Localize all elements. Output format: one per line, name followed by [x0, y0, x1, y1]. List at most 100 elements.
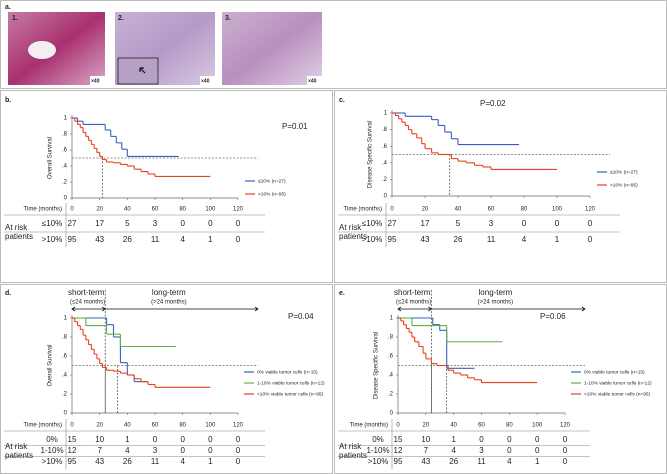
risk-count: 0 [563, 457, 568, 466]
x-tick-label: 100 [205, 207, 216, 213]
x-tick-label: 60 [152, 207, 159, 213]
y-tick-label: .2 [382, 177, 388, 183]
panel-label: b. [5, 97, 11, 104]
legend-label: ≤10% (n=27) [610, 169, 638, 175]
risk-count: 10 [95, 435, 104, 444]
y-tick-label: .6 [62, 354, 68, 360]
y-tick-label: .6 [382, 144, 388, 150]
x-tick-label: 20 [96, 423, 103, 429]
x-tick-label: 20 [422, 423, 429, 429]
label-bg [200, 76, 215, 85]
y-tick-label: .2 [388, 392, 394, 398]
x-tick-label: 80 [179, 207, 186, 213]
histology-image [8, 12, 105, 85]
panel-label: d. [5, 290, 11, 297]
magnification: ×40 [308, 78, 317, 84]
y-tick-label: .2 [62, 180, 68, 186]
risk-count: 11 [487, 235, 496, 244]
risk-count: 43 [421, 235, 430, 244]
risk-row-name: ≤10% [362, 219, 382, 228]
x-axis-label: Time (months) [24, 423, 62, 429]
risk-count: 0 [507, 446, 512, 455]
risk-count: 0 [180, 435, 185, 444]
risk-count: 5 [456, 219, 461, 228]
y-tick-label: .8 [388, 335, 394, 341]
x-tick-label: 40 [455, 207, 462, 213]
legend-label: ≤10% (n=27) [258, 178, 286, 184]
risk-count: 4 [180, 457, 185, 466]
risk-row-name: >10% [42, 235, 63, 244]
risk-table-label: At risk patients [339, 223, 367, 241]
image-inset [117, 57, 159, 85]
risk-count: 3 [153, 446, 158, 455]
y-tick-label: 1 [64, 116, 68, 122]
risk-count: 7 [97, 446, 102, 455]
x-axis-label: Time (months) [350, 423, 388, 429]
risk-row-name: >10% [42, 457, 63, 466]
risk-count: 26 [454, 235, 463, 244]
risk-count: 0 [588, 219, 593, 228]
risk-count: 26 [449, 457, 458, 466]
risk-count: 1 [535, 457, 540, 466]
x-tick-label: 40 [124, 207, 131, 213]
x-tick-label: 0 [70, 423, 74, 429]
risk-count: 4 [451, 446, 456, 455]
risk-count: 12 [394, 446, 403, 455]
risk-count: 0 [507, 435, 512, 444]
y-axis-label: Overall Survival [48, 137, 54, 179]
risk-count: 95 [388, 235, 397, 244]
risk-count: 7 [424, 446, 429, 455]
y-tick-label: 1 [64, 316, 68, 322]
risk-count: 11 [477, 457, 486, 466]
term-arrow [397, 306, 433, 312]
risk-table-label: At risk patients [5, 442, 33, 460]
magnification: ×40 [201, 78, 210, 84]
risk-count: 0 [535, 435, 540, 444]
x-axis-label: Time (months) [344, 207, 382, 213]
risk-count: 17 [95, 219, 104, 228]
x-tick-label: 40 [124, 423, 131, 429]
legend-label: 0% viable tumor cells (n=15) [584, 369, 645, 375]
x-tick-label: 60 [488, 207, 495, 213]
image-detail [28, 41, 56, 59]
risk-count: 0 [208, 446, 213, 455]
y-tick-label: .4 [382, 160, 388, 166]
risk-count: 0 [236, 446, 241, 455]
risk-count: 1 [125, 435, 130, 444]
x-axis-label: Time (months) [24, 207, 62, 213]
risk-row-name: 1-10% [366, 446, 389, 455]
annotation: long-term [479, 288, 513, 297]
x-tick-label: 100 [205, 423, 216, 429]
risk-row-name: 0% [372, 435, 384, 444]
y-tick-label: 0 [64, 196, 68, 202]
legend-label: >10% viable tumor cells (n=95) [584, 391, 651, 397]
risk-count: 0 [563, 446, 568, 455]
risk-count: 27 [68, 219, 77, 228]
annotation: short-term [68, 288, 105, 297]
risk-row-name: >10% [362, 235, 383, 244]
risk-table-label: At risk patients [339, 442, 367, 460]
annotation: short-term [394, 288, 431, 297]
risk-count: 5 [125, 219, 130, 228]
panel-label: a. [5, 4, 11, 11]
risk-count: 4 [507, 457, 512, 466]
risk-count: 0 [479, 435, 484, 444]
legend-label: 1-10% viable tumor cells (n=12) [257, 380, 325, 386]
risk-table-label: At risk patients [5, 223, 33, 241]
risk-count: 3 [479, 446, 484, 455]
risk-row-name: >10% [368, 457, 389, 466]
histology-image [222, 12, 322, 85]
risk-count: 95 [68, 457, 77, 466]
image-label: 2. [118, 15, 124, 22]
legend-label: 0% viable tumor cells (n=15) [257, 369, 318, 375]
x-tick-label: 60 [152, 423, 159, 429]
p-value: P=0.01 [282, 122, 308, 131]
image-label: 1. [12, 15, 18, 22]
y-tick-label: 1 [384, 111, 388, 117]
risk-count: 15 [68, 435, 77, 444]
legend-label: >10% (n=95) [258, 191, 286, 197]
legend-label: 1-10% viable tumor cells (n=12) [584, 380, 652, 386]
term-arrow [71, 306, 106, 312]
risk-row-name: 0% [46, 435, 58, 444]
